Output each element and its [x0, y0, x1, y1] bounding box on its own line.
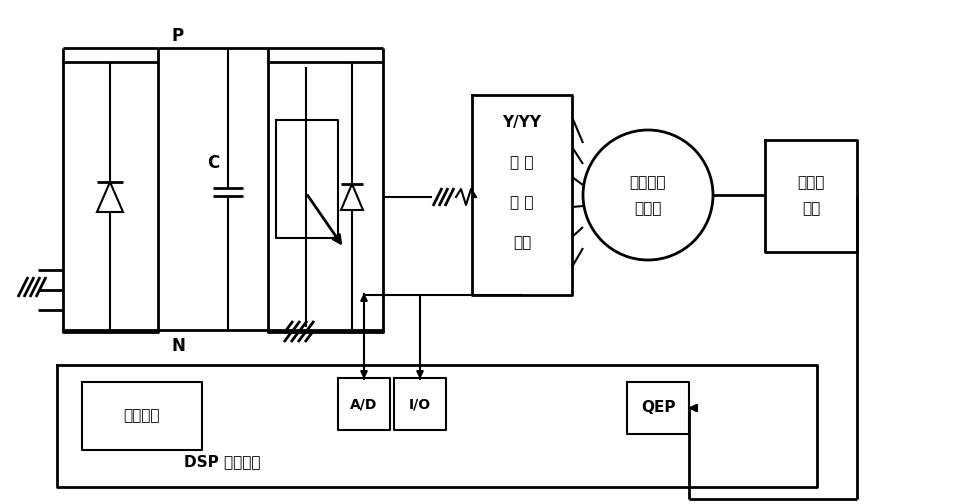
Text: 变 换: 变 换 — [511, 156, 534, 170]
Text: 三相交流: 三相交流 — [630, 175, 666, 191]
Text: 控 制: 控 制 — [511, 196, 534, 211]
Text: N: N — [171, 337, 185, 355]
Text: 速度传: 速度传 — [798, 175, 825, 191]
Text: A/D: A/D — [350, 397, 377, 411]
Text: 电动机: 电动机 — [635, 202, 661, 217]
Text: I/O: I/O — [409, 397, 431, 411]
Text: 驱动电路: 驱动电路 — [124, 409, 160, 423]
Text: P: P — [172, 27, 184, 45]
Text: 感器: 感器 — [802, 202, 820, 217]
Text: Y/YY: Y/YY — [502, 115, 541, 131]
Text: DSP 控制系统: DSP 控制系统 — [183, 455, 260, 470]
Text: C: C — [206, 154, 219, 172]
Text: QEP: QEP — [640, 401, 675, 415]
Text: 电路: 电路 — [513, 235, 531, 250]
